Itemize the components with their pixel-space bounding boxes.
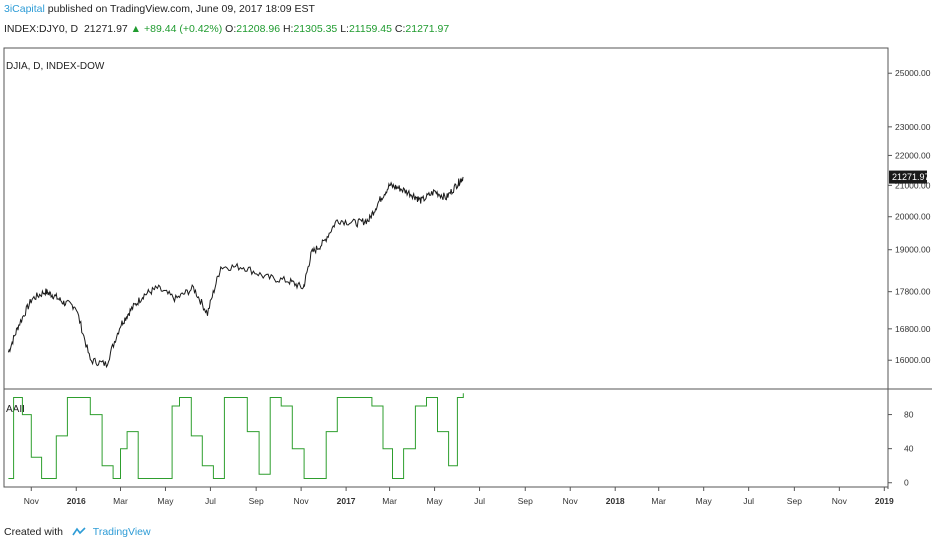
- high-label: H:: [282, 23, 294, 35]
- low-value: 21159.45: [348, 23, 392, 35]
- created-with-text: Created with: [4, 526, 63, 538]
- close-label: C:: [394, 23, 406, 35]
- close-value: 21271.97: [405, 23, 450, 35]
- indicator-panel-title: AAII: [6, 404, 25, 415]
- x-tick-label: Nov: [563, 496, 579, 506]
- x-tick-label: Mar: [113, 496, 128, 506]
- x-tick-label: 2016: [67, 496, 86, 506]
- high-value: 21305.35: [293, 23, 338, 35]
- price-tick-label: 20000.00: [895, 212, 931, 222]
- x-tick-label: Sep: [787, 496, 802, 506]
- x-tick-label: Jul: [743, 496, 754, 506]
- price-tick-label: 16800.00: [895, 324, 931, 334]
- x-tick-label: 2018: [606, 496, 625, 506]
- price-tick-label: 22000.00: [895, 150, 931, 160]
- x-tick-label: Nov: [24, 496, 40, 506]
- open-value: 21208.96: [236, 23, 281, 35]
- indicator-tick-label: 0: [904, 478, 909, 488]
- price-tick-label: 17800.00: [895, 287, 931, 297]
- x-tick-label: Mar: [382, 496, 397, 506]
- footer: Created with TradingView: [4, 526, 151, 538]
- up-arrow-icon: ▲: [130, 23, 142, 35]
- price-tick-label: 21000.00: [895, 180, 931, 190]
- tradingview-logo-icon: [72, 527, 86, 536]
- published-text: published on TradingView.com, June 09, 2…: [47, 3, 315, 15]
- tradingview-brand[interactable]: TradingView: [92, 526, 151, 538]
- x-tick-label: May: [157, 496, 174, 506]
- price-tick-label: 19000.00: [895, 245, 931, 255]
- x-tick-label: Mar: [651, 496, 666, 506]
- price-series-line: [7, 176, 464, 369]
- x-tick-label: May: [696, 496, 713, 506]
- x-tick-label: Jul: [205, 496, 216, 506]
- x-tick-label: Sep: [518, 496, 533, 506]
- x-tick-label: Nov: [832, 496, 848, 506]
- publish-line: 3iCapital published on TradingView.com, …: [4, 3, 315, 15]
- aaii-series-line: [8, 393, 464, 479]
- last-price: 21271.97: [83, 23, 128, 35]
- low-label: L:: [340, 23, 349, 35]
- price-tick-label: 16000.00: [895, 355, 931, 365]
- price-tick-label: 23000.00: [895, 122, 931, 132]
- symbol-name: INDEX:DJY0, D: [4, 23, 79, 35]
- x-tick-label: Jul: [474, 496, 485, 506]
- x-tick-label: Sep: [249, 496, 264, 506]
- x-tick-label: 2017: [337, 496, 356, 506]
- price-panel-title: DJIA, D, INDEX-DOW: [6, 61, 105, 72]
- indicator-tick-label: 80: [904, 410, 914, 420]
- x-tick-label: 2019: [875, 496, 894, 506]
- last-value-marker: 21271.97: [889, 170, 930, 184]
- price-change: +89.44 (+0.42%): [144, 23, 223, 35]
- open-label: O:: [225, 23, 237, 35]
- symbol-legend: INDEX:DJY0, D 21271.97 ▲ +89.44 (+0.42%)…: [4, 23, 449, 35]
- indicator-tick-label: 40: [904, 444, 914, 454]
- publisher-name[interactable]: 3iCapital: [4, 3, 45, 15]
- plot-frame: [3, 47, 889, 488]
- price-tick-label: 25000.00: [895, 68, 931, 78]
- x-tick-label: May: [427, 496, 444, 506]
- x-tick-label: Nov: [294, 496, 310, 506]
- last-value-label: 21271.97: [892, 172, 930, 182]
